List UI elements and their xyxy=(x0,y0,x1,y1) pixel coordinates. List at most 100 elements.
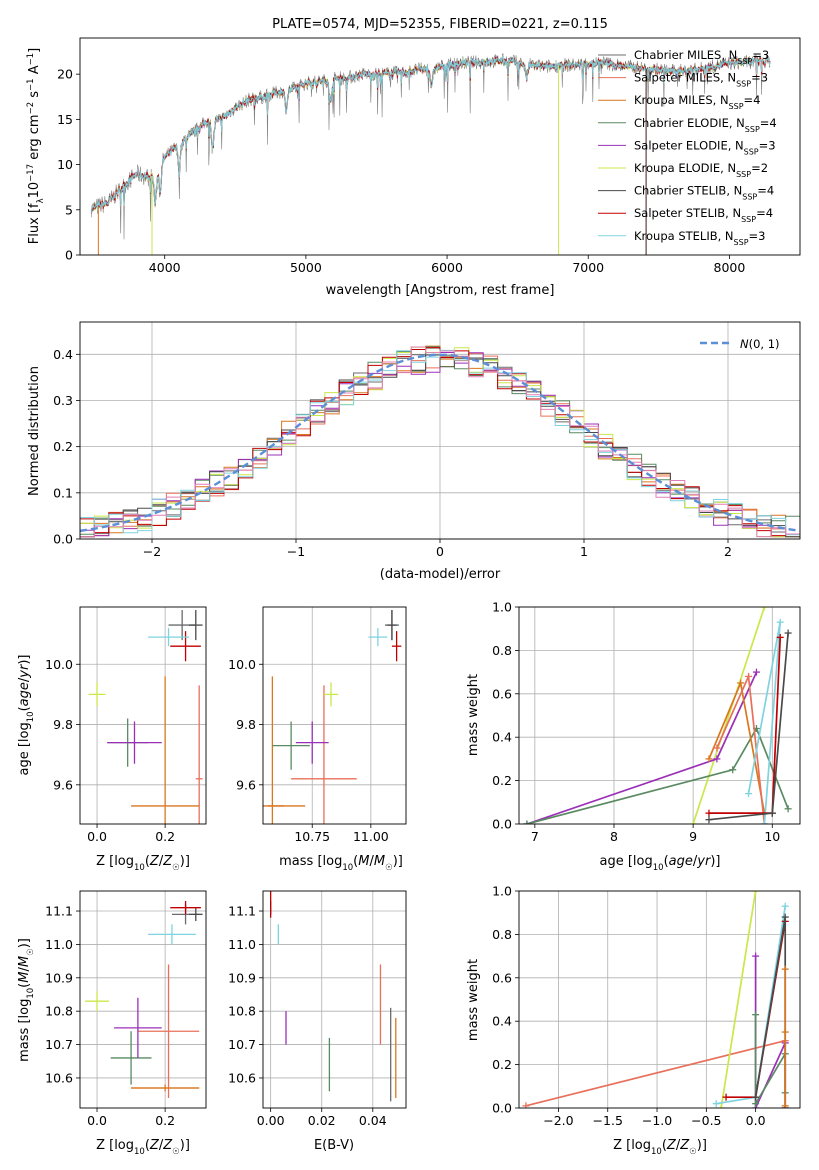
weight-marker-ch_elodie xyxy=(752,1011,760,1019)
legend-label-kr_elodie: Kroupa ELODIE, NSSP=2 xyxy=(634,161,768,179)
x-tick-label: 0.02 xyxy=(308,1113,336,1128)
histogram-pink xyxy=(80,346,800,538)
axes-frame xyxy=(518,890,801,1109)
histogram-steps xyxy=(80,345,800,538)
y-tick-label: 10 xyxy=(57,157,73,172)
x-axis-label: Z [log10(Z/Z☉)] xyxy=(96,1138,190,1157)
x-tick-label: −2 xyxy=(143,544,161,559)
x-axis-label: age [log10(age/yr)] xyxy=(600,854,721,873)
errorbar-ch_elodie xyxy=(272,721,310,770)
axes-frame xyxy=(79,890,207,1109)
y-tick-label: 0.2 xyxy=(53,439,73,454)
weight-line-sa_stelib xyxy=(709,637,782,814)
errorbar-sa_miles xyxy=(195,685,203,824)
x-tick-label: 0.2 xyxy=(155,1113,175,1128)
weight-marker-sa_stelib xyxy=(722,1093,730,1101)
panel-residuals: −2 −1 0 1 2 0.0 0.1 0.2 0.3 0.4 N(0, 1) (data-model… xyxy=(27,321,801,582)
errorbars xyxy=(263,610,402,824)
y-tick-label: 10.6 xyxy=(228,1070,256,1085)
panel-age_vs_mass: 10.75 11.00 9.6 9.8 10.0 mass [log10(M/M☉)] xyxy=(228,606,407,873)
errorbar-sa_stelib xyxy=(391,631,402,662)
x-tick-label: −1.5 xyxy=(593,1113,623,1128)
weight-marker-kr_elodie xyxy=(717,1104,725,1108)
legend-label-kr_stelib: Kroupa STELIB, NSSP=3 xyxy=(634,229,765,247)
y-axis-label: mass weight xyxy=(466,959,481,1041)
y-tick-label: 0 xyxy=(65,248,73,263)
panel-age_vs_Z: 0.0 0.2 9.6 9.8 10.0 Z [log10(Z/Z☉)] age [log1… xyxy=(17,606,207,873)
x-axis-label: Z [log10(Z/Z☉)] xyxy=(613,1138,707,1157)
errorbar-ch_elodie xyxy=(110,1031,152,1085)
y-tick-label: 11.0 xyxy=(228,937,256,952)
y-tick-label: 0.2 xyxy=(492,1057,512,1072)
errorbar-ch_stelib xyxy=(387,610,397,641)
legend-label-sa_elodie: Salpeter ELODIE, NSSP=3 xyxy=(634,138,776,156)
weight-marker-sa_elodie xyxy=(752,668,760,676)
legend-label-sa_miles: Salpeter MILES, NSSP=3 xyxy=(634,71,768,89)
y-tick-label: 1.0 xyxy=(492,600,512,615)
y-tick-label: 11.0 xyxy=(45,937,73,952)
weight-marker-kr_stelib xyxy=(760,820,768,824)
errorbars xyxy=(270,891,397,1102)
errorbar-kr_stelib xyxy=(148,628,189,647)
weight-marker-sa_miles xyxy=(745,672,753,680)
legend-label-ch_miles: Chabrier MILES, NSSP=3 xyxy=(634,48,769,66)
legend-label-ch_elodie: Chabrier ELODIE, NSSP=4 xyxy=(634,116,777,134)
weight-marker-sa_miles xyxy=(713,744,721,752)
weight-line-sa_elodie xyxy=(526,671,758,824)
x-tick-label: 2 xyxy=(724,544,732,559)
errorbar-sa_miles xyxy=(137,964,200,1098)
legend-gaussian-label: N(0, 1) xyxy=(740,337,780,351)
y-tick-label: 0.1 xyxy=(53,485,73,500)
legend-label-kr_miles: Kroupa MILES, NSSP=4 xyxy=(634,93,760,111)
weight-marker-ch_stelib xyxy=(768,809,776,817)
x-tick-label: 0.0 xyxy=(87,829,107,844)
weight-line-sa_miles xyxy=(525,1039,786,1107)
y-tick-label: 11.1 xyxy=(45,904,73,919)
y-tick-label: 0.8 xyxy=(492,643,512,658)
weight-lines xyxy=(522,891,789,1108)
weight-line-ch_elodie xyxy=(526,726,789,824)
x-tick-label: −2.0 xyxy=(543,1113,573,1128)
weight-marker-sa_stelib xyxy=(705,809,713,817)
x-tick-label: 10 xyxy=(764,829,780,844)
weight-marker-kr_elodie xyxy=(752,891,760,895)
errorbars xyxy=(85,901,203,1098)
x-tick-label: 0.2 xyxy=(155,829,175,844)
y-tick-label: 0.3 xyxy=(53,393,73,408)
axes-frame xyxy=(79,606,207,825)
weight-marker-kr_stelib xyxy=(781,902,789,910)
x-tick-label: 5000 xyxy=(290,260,322,275)
spectrum-lines xyxy=(90,53,771,255)
weight-line-ch_elodie xyxy=(754,1014,787,1107)
y-tick-label: 9.8 xyxy=(53,717,73,732)
x-tick-label: 0.00 xyxy=(257,1113,285,1128)
axes-frame xyxy=(262,606,407,825)
weight-marker-ch_elodie xyxy=(729,766,737,774)
y-tick-label: 10.0 xyxy=(45,657,73,672)
x-tick-label: −1 xyxy=(287,544,305,559)
spectrum-line-kr_stelib xyxy=(90,54,771,212)
y-tick-label: 1.0 xyxy=(492,884,512,899)
y-axis-label: Normed distribution xyxy=(27,366,42,496)
errorbar-kr_elodie xyxy=(85,991,109,1012)
weight-line-sa_elodie xyxy=(754,956,787,1108)
legend-label-ch_stelib: Chabrier STELIB, NSSP=4 xyxy=(634,184,774,202)
x-tick-label: 9 xyxy=(689,829,697,844)
y-tick-label: 9.8 xyxy=(236,717,256,732)
y-tick-label: 0.8 xyxy=(492,927,512,942)
y-tick-label: 15 xyxy=(57,112,73,127)
weight-marker-kr_miles xyxy=(781,965,789,973)
axes-frame xyxy=(518,606,801,825)
y-tick-label: 10.9 xyxy=(228,970,256,985)
weight-marker-kr_miles xyxy=(781,1102,789,1108)
x-tick-label: 6000 xyxy=(431,260,463,275)
legend-label-sa_stelib: Salpeter STELIB, NSSP=4 xyxy=(634,206,773,224)
y-tick-label: 10.8 xyxy=(45,1004,73,1019)
y-tick-label: 10.7 xyxy=(228,1037,256,1052)
y-tick-label: 0.4 xyxy=(53,347,73,362)
weight-marker-sa_elodie xyxy=(713,755,721,763)
errorbar-sa_miles xyxy=(291,685,357,824)
weight-marker-ch_stelib xyxy=(781,913,789,921)
y-tick-label: 0.0 xyxy=(492,1101,512,1116)
weight-marker-ch_elodie xyxy=(784,805,792,813)
